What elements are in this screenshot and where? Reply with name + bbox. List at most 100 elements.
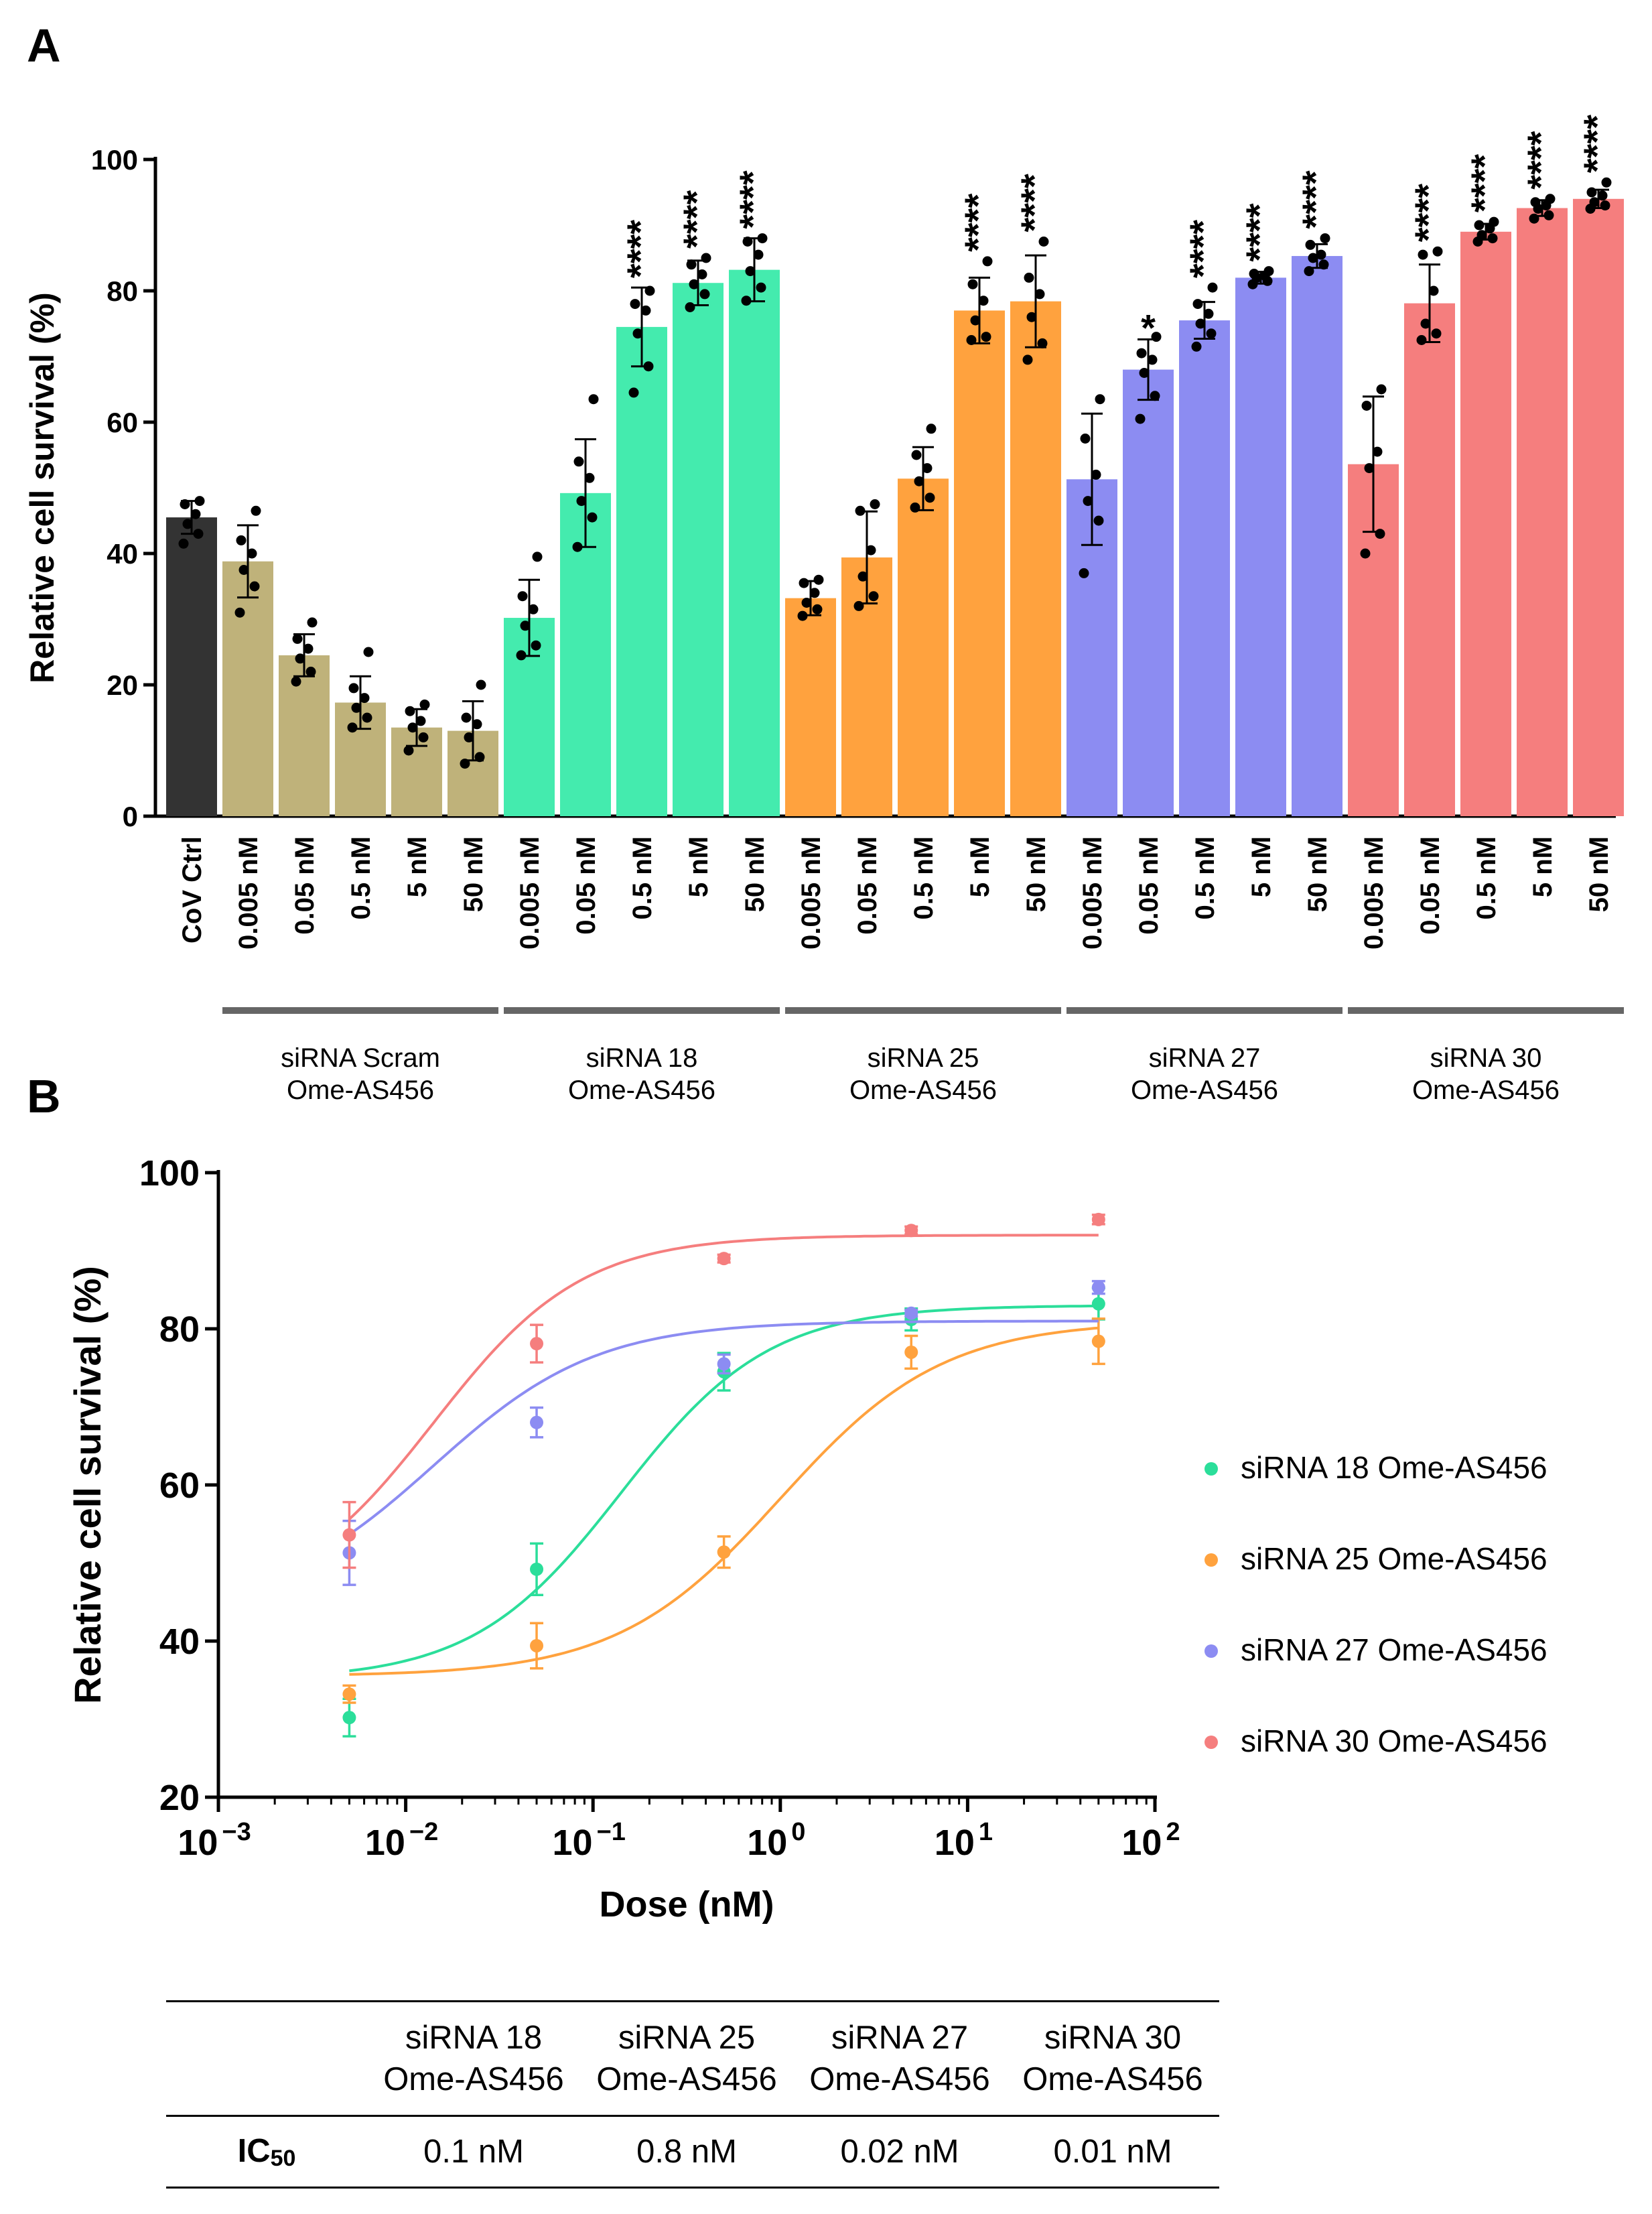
- data-point: [701, 253, 711, 263]
- ic50-table: siRNA 18 Ome-AS456 siRNA 25 Ome-AS456 siRN…: [166, 2000, 1219, 2189]
- data-point: [342, 1711, 356, 1725]
- data-point: [1431, 328, 1442, 339]
- group-label: siRNA 27: [1149, 1043, 1261, 1073]
- data-point: [632, 328, 643, 339]
- bar: [1292, 256, 1343, 816]
- x-tick-label: 5 nM: [1528, 836, 1558, 897]
- data-point: [799, 578, 809, 588]
- data-point: [251, 505, 261, 516]
- data-point: [1529, 213, 1539, 224]
- data-point: [924, 493, 935, 503]
- data-point: [1203, 308, 1214, 319]
- bar: [222, 561, 273, 816]
- data-point: [685, 302, 695, 312]
- data-point: [866, 545, 876, 556]
- data-point: [584, 472, 595, 483]
- data-point: [911, 450, 922, 460]
- x-tick-label: 0.05 nM: [571, 836, 601, 935]
- data-point: [857, 571, 868, 582]
- data-point: [970, 315, 981, 326]
- significance-marker: ****: [1294, 170, 1336, 229]
- data-point: [403, 745, 414, 756]
- y-tick-label: 20: [159, 1778, 200, 1818]
- ic50-value: 0.01 nM: [1006, 2115, 1219, 2189]
- data-point: [741, 296, 752, 306]
- data-point: [717, 1357, 731, 1371]
- data-point: [1375, 529, 1385, 539]
- bar: [1404, 303, 1455, 816]
- data-point: [572, 541, 583, 552]
- significance-marker: ****: [1238, 203, 1280, 261]
- x-tick-label: 0.05 nM: [290, 836, 320, 935]
- data-point: [587, 512, 598, 523]
- data-point: [573, 456, 584, 467]
- data-point: [966, 335, 977, 345]
- bar: [166, 517, 217, 816]
- data-point: [982, 256, 993, 267]
- data-point: [1024, 272, 1034, 283]
- data-point: [689, 279, 699, 289]
- x-tick-label: 50 nM: [740, 836, 770, 912]
- ic50-header: siRNA 25 Ome-AS456: [580, 2000, 793, 2117]
- data-point: [1543, 210, 1554, 220]
- data-point: [292, 633, 303, 644]
- x-tick-label: 5 nM: [965, 836, 995, 897]
- legend-marker: [1204, 1553, 1218, 1567]
- data-point: [1316, 249, 1326, 260]
- data-point: [418, 732, 429, 742]
- data-point: [1147, 354, 1158, 365]
- data-point: [797, 610, 808, 621]
- fit-curve: [348, 1319, 1099, 1536]
- data-point: [295, 653, 305, 664]
- data-point: [717, 1252, 731, 1266]
- data-point: [342, 1528, 356, 1542]
- data-point: [405, 706, 415, 716]
- data-point: [904, 1224, 918, 1238]
- data-point: [348, 683, 359, 694]
- data-point: [1091, 1297, 1105, 1311]
- y-axis-title: Relative cell survival (%): [23, 292, 61, 683]
- data-point: [362, 712, 372, 723]
- ic50-row-label: IC50: [166, 2115, 367, 2189]
- data-point: [812, 604, 823, 614]
- ic50-header: siRNA 18 Ome-AS456: [367, 2000, 580, 2117]
- significance-marker: ****: [619, 220, 661, 278]
- data-point: [967, 279, 978, 289]
- data-point: [363, 647, 374, 657]
- bar: [954, 310, 1005, 816]
- data-point: [1420, 318, 1431, 329]
- bar: [1517, 208, 1568, 816]
- data-point: [1432, 246, 1443, 257]
- data-point: [532, 551, 543, 562]
- data-point: [742, 237, 753, 247]
- x-tick-label: 0.005 nM: [234, 836, 263, 950]
- data-point: [461, 712, 472, 723]
- legend-label: siRNA 30 Ome-AS456: [1241, 1723, 1547, 1758]
- data-point: [516, 650, 527, 661]
- x-tick-label: 0.005 nM: [515, 836, 545, 950]
- ic50-header-row: siRNA 18 Ome-AS456 siRNA 25 Ome-AS456 siRN…: [166, 2000, 1219, 2117]
- data-point: [1361, 401, 1372, 411]
- data-point: [472, 719, 482, 730]
- data-point: [1372, 446, 1383, 457]
- data-point: [236, 535, 247, 545]
- data-point: [342, 1687, 356, 1701]
- data-point: [1195, 318, 1206, 329]
- x-tick-label: 50 nM: [1584, 836, 1614, 912]
- group-label: Ome-AS456: [568, 1076, 715, 1105]
- data-point: [926, 424, 937, 434]
- data-point: [291, 676, 301, 687]
- data-point: [1080, 434, 1091, 444]
- y-tick-label: 60: [159, 1466, 200, 1506]
- data-point: [1034, 289, 1045, 300]
- data-point: [1038, 237, 1049, 247]
- data-point: [303, 643, 314, 654]
- bar: [1235, 277, 1286, 816]
- group-label: Ome-AS456: [287, 1076, 434, 1105]
- data-point: [194, 496, 205, 507]
- x-tick-label: 50 nM: [459, 836, 488, 912]
- dose-response-chart: 20 40 60 80 100 10 −3 10 −2 10 −1 10 0 10 1 10 2 Dose (nM…: [66, 1153, 1547, 1925]
- data-point: [520, 621, 531, 631]
- data-point: [351, 702, 362, 713]
- x-tick-label: 0.05 nM: [853, 836, 882, 935]
